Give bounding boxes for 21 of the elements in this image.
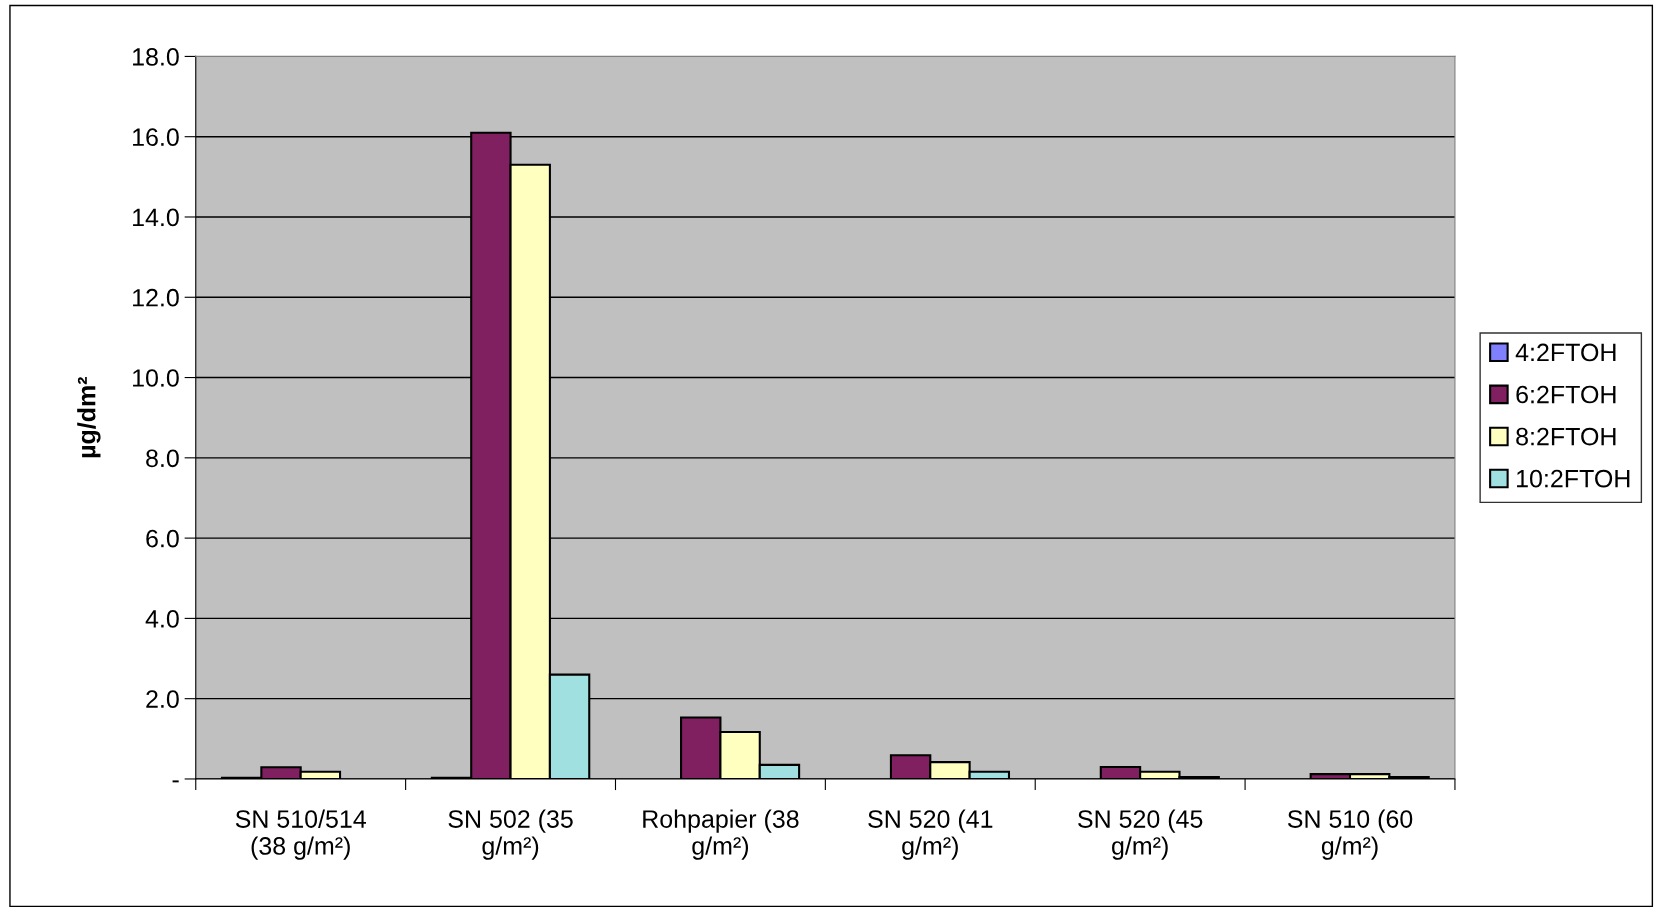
y-tick-label: 16.0 (133, 128, 179, 147)
x-tick-label: SN 510 (60 g/m²) (1287, 809, 1413, 860)
x-tick-label: SN 502 (35 g/m²) (448, 809, 573, 860)
y-tick-label: 6.0 (146, 529, 179, 548)
x-tick-label: SN 520 (45 g/m²) (1078, 809, 1203, 860)
y-tick-label: 12.0 (133, 288, 179, 307)
y-tick-label: - (172, 780, 179, 783)
x-tick-label: SN 510/514 (38 g/m²) (235, 809, 366, 860)
x-tick-label: SN 520 (41 g/m²) (868, 809, 993, 860)
legend-label: 6:2FTOH (1516, 385, 1616, 404)
y-tick-label: 14.0 (133, 208, 179, 227)
y-tick-label: 10.0 (133, 369, 179, 387)
y-axis-title: µg/dm² (77, 376, 101, 458)
legend-label: 10:2FTOH (1517, 469, 1630, 488)
legend-label: 8:2FTOH (1516, 427, 1616, 446)
y-tick-label: 2.0 (146, 690, 179, 708)
y-tick-label: 18.0 (133, 48, 179, 66)
y-tick-label: 4.0 (145, 610, 179, 628)
x-tick-label: Rohpapier (38 g/m²) (643, 809, 799, 860)
legend-label: 4:2FTOH (1515, 343, 1616, 362)
y-tick-label: 8.0 (146, 449, 179, 468)
